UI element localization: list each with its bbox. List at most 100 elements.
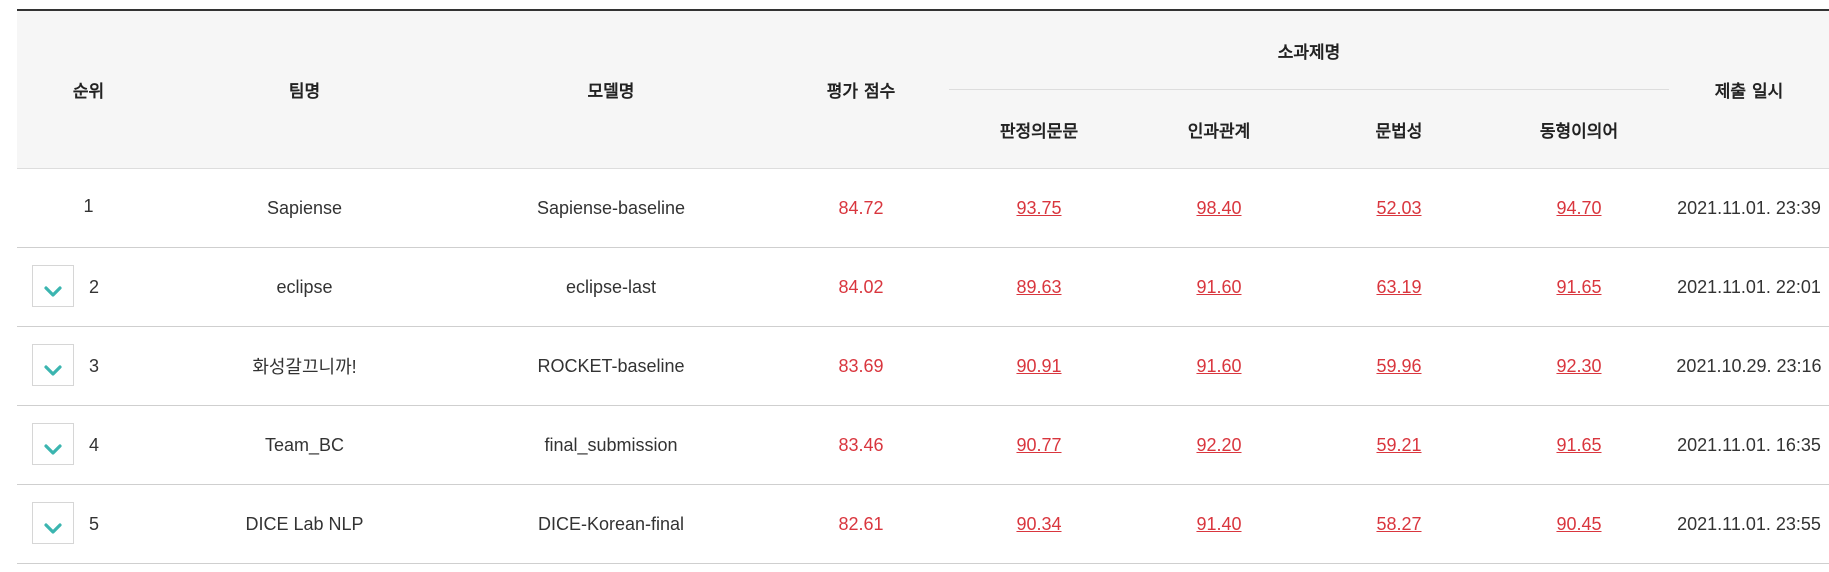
rank-cell: 3 bbox=[17, 326, 160, 406]
leaderboard-table: 순위 팀명 모델명 평가 점수 소과제명 제출 일시 판정의문문 인과관계 문법… bbox=[17, 9, 1829, 564]
header-subtasks-group: 소과제명 bbox=[949, 10, 1669, 90]
subtask-score-cell: 93.75 bbox=[949, 168, 1129, 248]
rank-wrap: 5 bbox=[17, 485, 160, 563]
subtask-score-cell: 98.40 bbox=[1129, 168, 1309, 248]
team-name: eclipse bbox=[160, 247, 449, 327]
header-submitted: 제출 일시 bbox=[1669, 10, 1829, 169]
subtask-score-cell: 90.34 bbox=[949, 484, 1129, 564]
model-name: DICE-Korean-final bbox=[449, 484, 773, 564]
subtask-score-link[interactable]: 92.30 bbox=[1556, 355, 1602, 376]
subtask-score-link[interactable]: 59.21 bbox=[1376, 434, 1422, 455]
submitted-at: 2021.10.29. 23:16 bbox=[1669, 326, 1829, 406]
rank-number: 1 bbox=[83, 196, 94, 216]
eval-score: 84.72 bbox=[773, 168, 949, 248]
subtask-score-link[interactable]: 94.70 bbox=[1556, 197, 1602, 218]
subtask-score-link[interactable]: 91.40 bbox=[1196, 513, 1242, 534]
subtask-score-link[interactable]: 93.75 bbox=[1016, 197, 1062, 218]
rank-wrap: 3 bbox=[17, 327, 160, 405]
rank-cell: 2 bbox=[17, 247, 160, 327]
eval-score: 83.46 bbox=[773, 405, 949, 485]
rank-number: 4 bbox=[89, 435, 100, 455]
subtask-score-link[interactable]: 52.03 bbox=[1376, 197, 1422, 218]
rank-cell: 1 bbox=[17, 168, 160, 248]
expand-row-button[interactable] bbox=[32, 344, 74, 386]
eval-score: 82.61 bbox=[773, 484, 949, 564]
subtask-score-cell: 94.70 bbox=[1489, 168, 1669, 248]
subtask-score-cell: 59.96 bbox=[1309, 326, 1489, 406]
expand-row-button[interactable] bbox=[32, 265, 74, 307]
subtask-score-link[interactable]: 90.91 bbox=[1016, 355, 1062, 376]
submitted-at: 2021.11.01. 23:39 bbox=[1669, 168, 1829, 248]
table-row: 1 Sapiense Sapiense-baseline 84.72 93.75 98.4… bbox=[17, 168, 1829, 248]
header-score: 평가 점수 bbox=[773, 10, 949, 169]
subtask-score-link[interactable]: 90.77 bbox=[1016, 434, 1062, 455]
subtask-score-cell: 91.65 bbox=[1489, 405, 1669, 485]
team-name: DICE Lab NLP bbox=[160, 484, 449, 564]
subtask-score-cell: 91.60 bbox=[1129, 326, 1309, 406]
subtask-score-cell: 63.19 bbox=[1309, 247, 1489, 327]
subtask-score-cell: 90.91 bbox=[949, 326, 1129, 406]
model-name: ROCKET-baseline bbox=[449, 326, 773, 406]
subtask-score-link[interactable]: 92.20 bbox=[1196, 434, 1242, 455]
chevron-down-icon bbox=[44, 522, 62, 534]
subtask-score-link[interactable]: 90.45 bbox=[1556, 513, 1602, 534]
header-subtask-3: 문법성 bbox=[1309, 89, 1489, 169]
expand-row-button[interactable] bbox=[32, 502, 74, 544]
subtask-score-link[interactable]: 91.60 bbox=[1196, 276, 1242, 297]
subtask-score-link[interactable]: 91.65 bbox=[1556, 434, 1602, 455]
rank-number: 2 bbox=[89, 277, 100, 297]
rank-cell: 4 bbox=[17, 405, 160, 485]
team-name: Team_BC bbox=[160, 405, 449, 485]
chevron-down-icon bbox=[44, 285, 62, 297]
chevron-down-icon bbox=[44, 364, 62, 376]
header-subtask-4: 동형이의어 bbox=[1489, 89, 1669, 169]
subtask-score-link[interactable]: 59.96 bbox=[1376, 355, 1422, 376]
rank-number: 5 bbox=[89, 514, 100, 534]
subtask-score-cell: 58.27 bbox=[1309, 484, 1489, 564]
rank-number: 3 bbox=[89, 356, 100, 376]
header-subtask-2: 인과관계 bbox=[1129, 89, 1309, 169]
subtask-score-cell: 91.40 bbox=[1129, 484, 1309, 564]
subtask-score-link[interactable]: 98.40 bbox=[1196, 197, 1242, 218]
table-body: 1 Sapiense Sapiense-baseline 84.72 93.75 98.4… bbox=[17, 168, 1829, 564]
table-row: 3 화성갈끄니까! ROCKET-baseline 83.69 90.91 91.60 59… bbox=[17, 326, 1829, 406]
model-name: Sapiense-baseline bbox=[449, 168, 773, 248]
subtask-score-cell: 89.63 bbox=[949, 247, 1129, 327]
rank-wrap: 2 bbox=[17, 248, 160, 326]
header-model: 모델명 bbox=[449, 10, 773, 169]
subtask-score-cell: 92.30 bbox=[1489, 326, 1669, 406]
expand-row-button[interactable] bbox=[32, 423, 74, 465]
model-name: final_submission bbox=[449, 405, 773, 485]
subtask-score-cell: 90.77 bbox=[949, 405, 1129, 485]
subtask-score-cell: 92.20 bbox=[1129, 405, 1309, 485]
rank-cell: 5 bbox=[17, 484, 160, 564]
rank-wrap: 4 bbox=[17, 406, 160, 484]
rank-wrap: 1 bbox=[17, 169, 160, 247]
subtask-score-link[interactable]: 89.63 bbox=[1016, 276, 1062, 297]
model-name: eclipse-last bbox=[449, 247, 773, 327]
subtask-score-cell: 52.03 bbox=[1309, 168, 1489, 248]
table-row: 5 DICE Lab NLP DICE-Korean-final 82.61 90.34… bbox=[17, 484, 1829, 564]
subtask-score-link[interactable]: 90.34 bbox=[1016, 513, 1062, 534]
header-team: 팀명 bbox=[160, 10, 449, 169]
leaderboard: 순위 팀명 모델명 평가 점수 소과제명 제출 일시 판정의문문 인과관계 문법… bbox=[17, 9, 1829, 564]
subtask-score-cell: 91.60 bbox=[1129, 247, 1309, 327]
chevron-down-icon bbox=[44, 443, 62, 455]
table-header: 순위 팀명 모델명 평가 점수 소과제명 제출 일시 판정의문문 인과관계 문법… bbox=[17, 10, 1829, 169]
subtask-score-link[interactable]: 58.27 bbox=[1376, 513, 1422, 534]
eval-score: 84.02 bbox=[773, 247, 949, 327]
subtask-score-cell: 90.45 bbox=[1489, 484, 1669, 564]
submitted-at: 2021.11.01. 23:55 bbox=[1669, 484, 1829, 564]
table-row: 4 Team_BC final_submission 83.46 90.77 92.20 5… bbox=[17, 405, 1829, 485]
submitted-at: 2021.11.01. 16:35 bbox=[1669, 405, 1829, 485]
table-row: 2 eclipse eclipse-last 84.02 89.63 91.60 63.19… bbox=[17, 247, 1829, 327]
subtask-score-link[interactable]: 63.19 bbox=[1376, 276, 1422, 297]
subtask-score-cell: 91.65 bbox=[1489, 247, 1669, 327]
team-name: Sapiense bbox=[160, 168, 449, 248]
eval-score: 83.69 bbox=[773, 326, 949, 406]
subtask-score-link[interactable]: 91.60 bbox=[1196, 355, 1242, 376]
team-name: 화성갈끄니까! bbox=[160, 326, 449, 406]
subtask-score-link[interactable]: 91.65 bbox=[1556, 276, 1602, 297]
header-subtask-1: 판정의문문 bbox=[949, 89, 1129, 169]
header-rank: 순위 bbox=[17, 10, 160, 169]
